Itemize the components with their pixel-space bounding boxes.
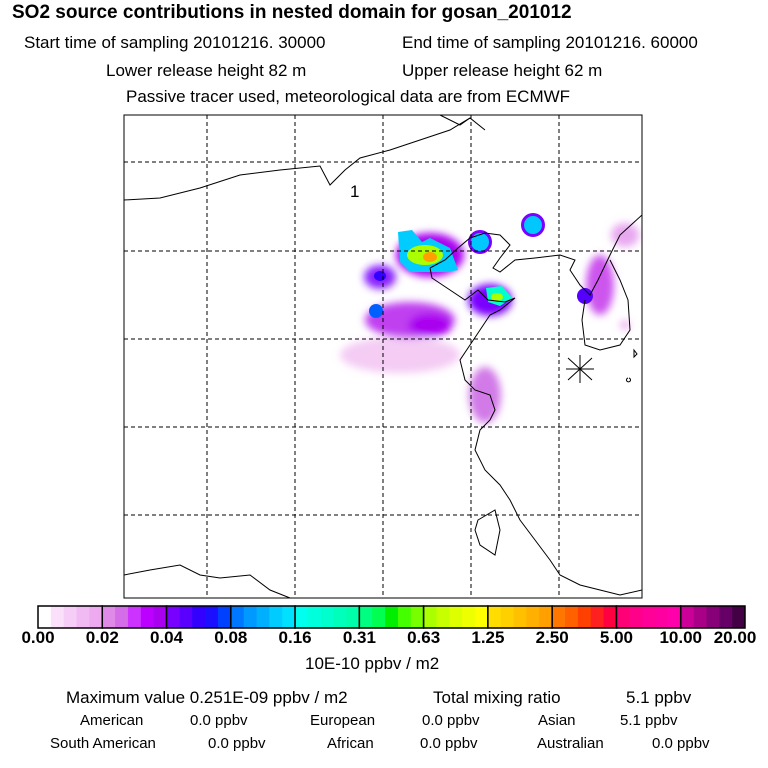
region-value: 0.0 ppbv: [422, 712, 480, 729]
colorbar-swatch: [667, 606, 682, 628]
colorbar-swatch: [127, 606, 142, 628]
colorbar-segment: [679, 605, 746, 629]
region-name: European: [310, 712, 376, 729]
colorbar-swatch: [192, 606, 206, 628]
colorbar-swatch: [333, 606, 348, 628]
colorbar-swatch: [475, 606, 489, 628]
colorbar-swatch: [693, 606, 707, 628]
colorbar-swatch: [295, 606, 309, 628]
region-value: 0.0 ppbv: [652, 735, 710, 752]
colorbar-swatch: [487, 606, 502, 628]
colorbar-swatch: [436, 606, 450, 628]
colorbar-swatch: [282, 606, 296, 628]
colorbar-swatch: [372, 606, 386, 628]
colorbar-tick-label: 0.16: [278, 628, 312, 647]
colorbar-swatch: [115, 606, 129, 628]
region-value: 0.0 ppbv: [208, 735, 266, 752]
region-name: African: [327, 735, 374, 752]
colorbar-tick-label: 0.02: [85, 628, 119, 647]
colorbar-swatch: [680, 606, 695, 628]
colorbar-swatch: [719, 606, 733, 628]
graticule: [124, 115, 642, 598]
region-name: Asian: [538, 712, 576, 729]
colorbar-swatch: [230, 606, 245, 628]
colorbar-tick-label: 0.63: [407, 628, 441, 647]
colorbar-swatch: [256, 606, 270, 628]
colorbar-swatch: [565, 606, 579, 628]
colorbar-swatch: [243, 606, 258, 628]
colorbar-swatch: [397, 606, 412, 628]
colorbar-swatch: [385, 606, 399, 628]
colorbar-swatch: [539, 606, 553, 628]
region-name: South American: [50, 735, 156, 752]
colorbar-swatch: [706, 606, 720, 628]
colorbar-swatch: [307, 606, 322, 628]
colorbar-swatch: [320, 606, 335, 628]
total-value: 5.1 ppbv: [626, 688, 692, 707]
total-label: Total mixing ratio: [433, 688, 561, 707]
colorbar-swatch: [217, 606, 232, 628]
colorbar-swatch: [166, 606, 180, 628]
max-value: Maximum value 0.251E-09 ppbv / m2: [66, 688, 348, 707]
colorbar-swatch: [513, 606, 527, 628]
marker-label: 1: [350, 182, 359, 201]
colorbar-swatch: [577, 606, 592, 628]
colorbar-swatch: [732, 606, 746, 628]
colorbar-swatch: [462, 606, 476, 628]
region-value: 0.0 ppbv: [190, 712, 248, 729]
colorbar-swatch: [269, 606, 283, 628]
figure-title: SO2 source contributions in nested domai…: [12, 2, 572, 23]
map-frame: [123, 114, 643, 599]
colorbar: [37, 605, 746, 629]
colorbar-tick-label: 0.08: [214, 628, 248, 647]
colorbar-swatch: [205, 606, 219, 628]
colorbar-units: 10E-10 ppbv / m2: [305, 654, 440, 673]
colorbar-swatch: [526, 606, 540, 628]
colorbar-tick-label: 2.50: [535, 628, 569, 647]
colorbar-swatch: [590, 606, 605, 628]
colorbar-tick-label: 5.00: [599, 628, 633, 647]
colorbar-swatch: [629, 606, 643, 628]
region-name: American: [80, 712, 144, 729]
colorbar-swatch: [50, 606, 65, 628]
colorbar-swatch: [616, 606, 630, 628]
colorbar-swatch: [346, 606, 360, 628]
concentration-field: [340, 213, 639, 423]
region-name: Australian: [537, 735, 604, 752]
colorbar-swatch: [603, 606, 617, 628]
colorbar-swatch: [410, 606, 425, 628]
receptor-asterisk-icon: [566, 355, 594, 383]
colorbar-swatch: [449, 606, 463, 628]
colorbar-swatch: [140, 606, 155, 628]
colorbar-tick-label: 1.25: [471, 628, 505, 647]
colorbar-swatch: [89, 606, 103, 628]
colorbar-swatch: [153, 606, 168, 628]
colorbar-tick-label: 0.00: [21, 628, 55, 647]
region-value: 0.0 ppbv: [420, 735, 478, 752]
colorbar-swatch: [642, 606, 656, 628]
region-value: 5.1 ppbv: [620, 712, 678, 729]
colorbar-swatch: [76, 606, 90, 628]
lower-height: Lower release height 82 m: [106, 61, 307, 80]
tracer-note: Passive tracer used, meteorological data…: [126, 87, 571, 106]
colorbar-tick-label: 0.04: [149, 628, 184, 647]
colorbar-swatch: [552, 606, 566, 628]
colorbar-swatch: [655, 606, 669, 628]
colorbar-tick-label: 10.00: [659, 628, 702, 647]
upper-height: Upper release height 62 m: [402, 61, 603, 80]
colorbar-tick-label: 0.31: [342, 628, 376, 647]
colorbar-swatch: [500, 606, 515, 628]
colorbar-swatch: [179, 606, 193, 628]
colorbar-tick-label: 20.00: [713, 628, 757, 647]
end-time: End time of sampling 20101216. 60000: [402, 33, 698, 52]
colorbar-swatch: [63, 606, 78, 628]
start-time: Start time of sampling 20101216. 30000: [24, 33, 326, 52]
colorbar-swatch: [423, 606, 437, 628]
colorbar-swatch: [359, 606, 373, 628]
colorbar-swatch: [38, 606, 52, 628]
colorbar-swatch: [102, 606, 116, 628]
